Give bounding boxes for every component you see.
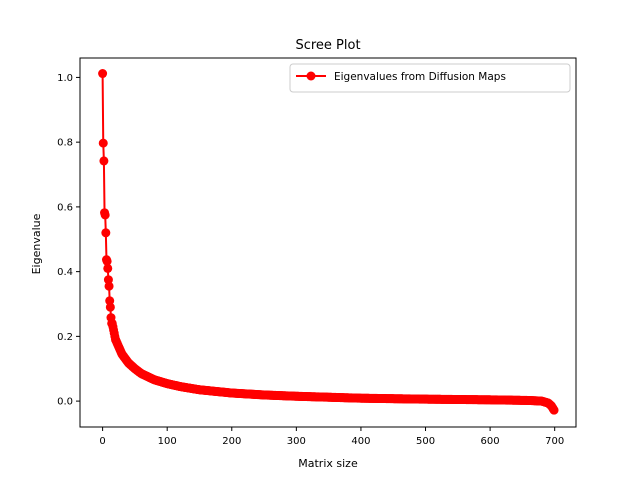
- x-axis-label: Matrix size: [298, 457, 358, 470]
- legend-label: Eigenvalues from Diffusion Maps: [334, 71, 506, 83]
- x-tick-label: 200: [222, 436, 241, 447]
- data-point: [102, 256, 112, 266]
- x-tick-label: 100: [158, 436, 177, 447]
- data-point: [101, 228, 111, 238]
- legend-box: [289, 63, 571, 93]
- y-tick-label: 0.6: [57, 202, 73, 213]
- x-tick-label: 600: [481, 436, 500, 447]
- axis-ticks: 0 100 200 300 400 500 600 700 0.0 0.2 0.4 0.6 0.8 1.0: [57, 73, 564, 447]
- y-tick-label: 0.0: [57, 397, 73, 408]
- data-point: [99, 156, 109, 166]
- data-point: [104, 281, 114, 291]
- series-line: [101, 73, 555, 411]
- x-tick-label: 700: [545, 436, 564, 447]
- x-tick-label: 0: [99, 436, 105, 447]
- legend: Eigenvalues from Diffusion Maps: [289, 63, 571, 93]
- data-point: [103, 263, 113, 273]
- y-tick-label: 1.0: [57, 73, 73, 84]
- data-point: [549, 405, 559, 415]
- data-point: [103, 275, 113, 285]
- plot-area: [98, 69, 559, 415]
- legend-marker-swatch: [306, 71, 316, 81]
- data-point: [98, 138, 108, 148]
- y-tick-label: 0.8: [57, 138, 73, 149]
- x-tick-label: 400: [351, 436, 370, 447]
- data-point: [98, 69, 108, 79]
- y-tick-label: 0.4: [57, 267, 73, 278]
- data-point: [105, 302, 115, 312]
- plot-frame: [79, 57, 577, 428]
- x-tick-label: 500: [416, 436, 435, 447]
- data-point: [105, 296, 115, 306]
- data-point: [100, 210, 110, 220]
- y-axis-label: Eigenvalue: [30, 213, 43, 274]
- chart-title: Scree Plot: [295, 38, 360, 53]
- x-tick-label: 300: [287, 436, 306, 447]
- y-tick-label: 0.2: [57, 332, 73, 343]
